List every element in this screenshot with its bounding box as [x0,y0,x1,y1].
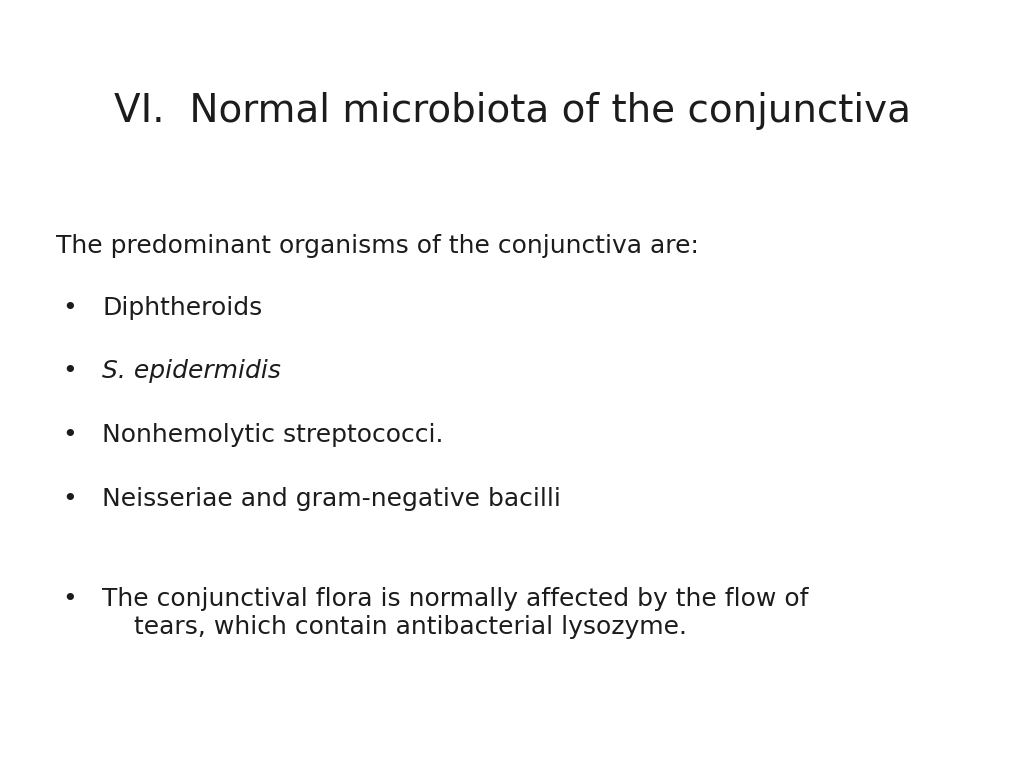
Text: VI.  Normal microbiota of the conjunctiva: VI. Normal microbiota of the conjunctiva [114,92,910,130]
Text: •: • [62,359,77,383]
Text: Diphtheroids: Diphtheroids [102,296,262,319]
Text: •: • [62,423,77,447]
Text: S. epidermidis: S. epidermidis [102,359,282,383]
Text: The conjunctival flora is normally affected by the flow of
    tears, which cont: The conjunctival flora is normally affec… [102,587,809,638]
Text: •: • [62,587,77,611]
Text: •: • [62,296,77,319]
Text: •: • [62,487,77,511]
Text: Neisseriae and gram-negative bacilli: Neisseriae and gram-negative bacilli [102,487,561,511]
Text: The predominant organisms of the conjunctiva are:: The predominant organisms of the conjunc… [56,234,699,258]
Text: Nonhemolytic streptococci.: Nonhemolytic streptococci. [102,423,443,447]
